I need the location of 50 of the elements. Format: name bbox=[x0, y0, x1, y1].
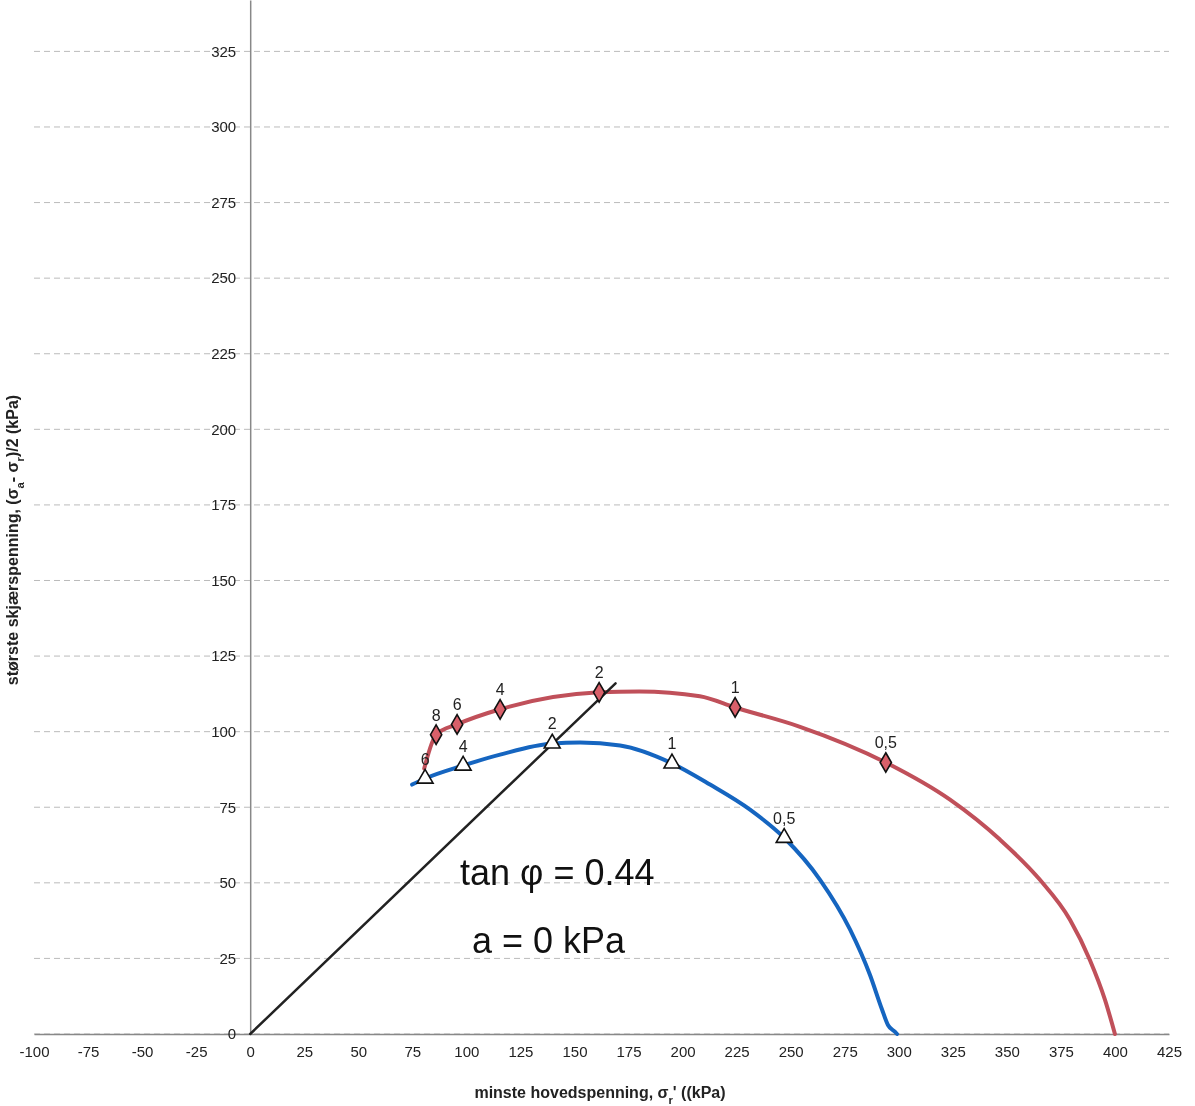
y-tick-label: 250 bbox=[211, 269, 237, 287]
x-tick-label: 50 bbox=[350, 1042, 368, 1060]
x-tick-label: 300 bbox=[886, 1042, 912, 1060]
annotation: 4 bbox=[495, 681, 505, 699]
x-tick-label: 375 bbox=[1048, 1042, 1074, 1060]
x-tick-label: 275 bbox=[832, 1042, 858, 1060]
annotation: 2 bbox=[547, 715, 557, 733]
y-tick-label: 25 bbox=[219, 949, 237, 967]
x-tick-label: 150 bbox=[562, 1042, 588, 1060]
x-tick-label: -50 bbox=[131, 1042, 154, 1060]
x-tick-label: -25 bbox=[185, 1042, 208, 1060]
y-tick-label: 0 bbox=[227, 1025, 237, 1043]
annotation: 0,5 bbox=[773, 809, 796, 827]
x-axis-title: minste hovedspenning, σ$_{r}$' ((kPa) bbox=[474, 1084, 726, 1106]
annotation: a = 0 kPa bbox=[472, 920, 627, 961]
x-tick-label: 200 bbox=[670, 1042, 696, 1060]
x-tick-label: 225 bbox=[724, 1042, 750, 1060]
annotation: 1 bbox=[730, 679, 740, 697]
x-tick-label: 25 bbox=[296, 1042, 314, 1060]
y-tick-label: 300 bbox=[211, 118, 237, 136]
annotation: 1 bbox=[667, 735, 677, 753]
y-tick-label: 75 bbox=[219, 798, 237, 816]
y-tick-label: 100 bbox=[211, 722, 237, 740]
x-tick-label: 175 bbox=[616, 1042, 642, 1060]
x-tick-label: 100 bbox=[454, 1042, 480, 1060]
x-tick-label: -100 bbox=[19, 1042, 50, 1060]
annotation: 2 bbox=[594, 664, 604, 682]
annotation: 6 bbox=[452, 696, 462, 714]
y-tick-label: 50 bbox=[219, 874, 237, 892]
x-tick-label: 400 bbox=[1102, 1042, 1128, 1060]
x-tick-label: 250 bbox=[778, 1042, 804, 1060]
x-tick-label: 425 bbox=[1156, 1042, 1183, 1060]
y-tick-label: 275 bbox=[211, 193, 237, 211]
x-tick-label: -75 bbox=[77, 1042, 100, 1060]
annotation: 8 bbox=[431, 706, 441, 724]
x-tick-label: 0 bbox=[246, 1042, 255, 1060]
annotation: 4 bbox=[458, 737, 468, 755]
x-tick-label: 325 bbox=[940, 1042, 966, 1060]
y-tick-label: 225 bbox=[211, 345, 237, 363]
y-tick-label: 200 bbox=[211, 420, 237, 438]
x-tick-label: 75 bbox=[404, 1042, 422, 1060]
y-tick-label: 125 bbox=[211, 647, 237, 665]
annotation: 0,5 bbox=[874, 734, 898, 752]
x-tick-label: 125 bbox=[508, 1042, 534, 1060]
annotation: 6 bbox=[420, 750, 430, 768]
y-tick-label: 175 bbox=[211, 496, 237, 514]
annotation: tan φ = 0.44 bbox=[460, 852, 655, 893]
y-tick-label: 325 bbox=[211, 42, 237, 60]
x-tick-label: 350 bbox=[994, 1042, 1020, 1060]
y-tick-label: 150 bbox=[211, 571, 237, 589]
